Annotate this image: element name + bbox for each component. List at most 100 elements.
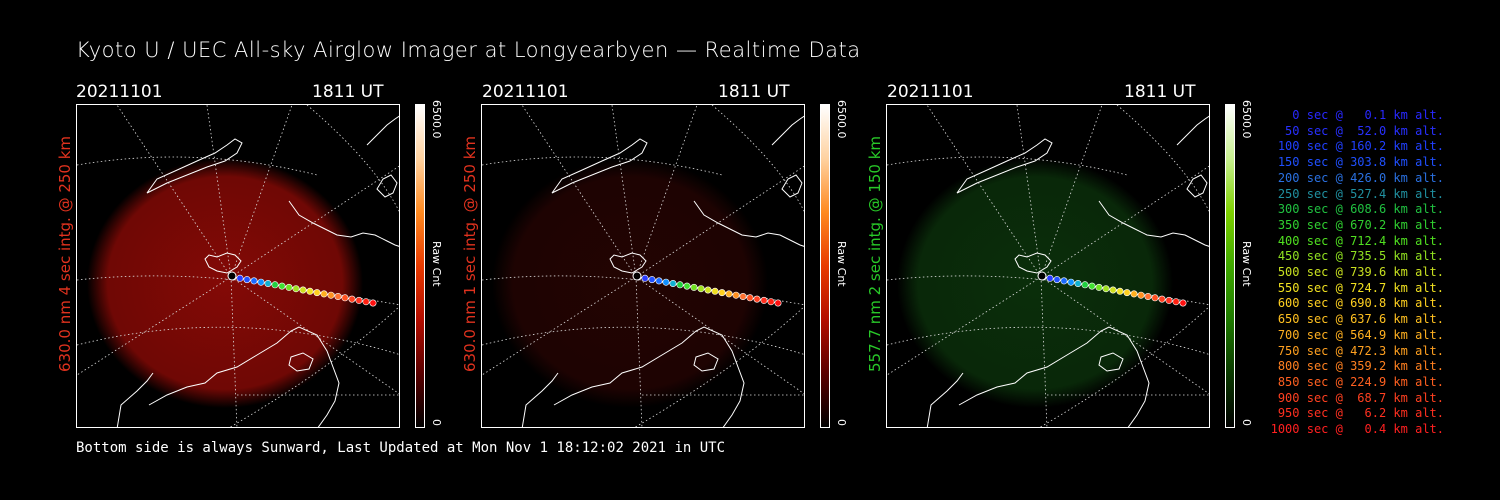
trajectory-point bbox=[1060, 277, 1068, 285]
trajectory-point bbox=[1123, 289, 1131, 297]
trajectory-point bbox=[1137, 291, 1145, 299]
trajectory-point bbox=[299, 286, 307, 294]
legend-entry: 900 sec @ 68.7 km alt. bbox=[1270, 390, 1444, 405]
trajectory-point bbox=[1158, 295, 1166, 303]
trajectory-point bbox=[1151, 294, 1159, 302]
trajectory-point bbox=[292, 285, 300, 293]
coastlines bbox=[116, 115, 399, 427]
panel-2-cbar-max: 6500.0 bbox=[835, 100, 848, 139]
trajectory-point bbox=[1095, 283, 1103, 291]
trajectory-point bbox=[683, 282, 691, 290]
trajectory-point bbox=[1130, 290, 1138, 298]
trajectory-point bbox=[1102, 285, 1110, 293]
legend-entry: 550 sec @ 724.7 km alt. bbox=[1270, 280, 1444, 295]
trajectory-point bbox=[362, 298, 370, 306]
trajectory-point bbox=[313, 289, 321, 297]
trajectory-point bbox=[1144, 293, 1152, 301]
trajectory-point bbox=[662, 278, 670, 286]
trajectory-point bbox=[1067, 278, 1075, 286]
footer-note: Bottom side is always Sunward, Last Upda… bbox=[76, 440, 726, 456]
trajectory-point bbox=[285, 283, 293, 291]
trajectory-point bbox=[711, 287, 719, 295]
trajectory-point bbox=[774, 299, 782, 307]
legend-entry: 150 sec @ 303.8 km alt. bbox=[1270, 155, 1444, 170]
airglow-image bbox=[87, 158, 363, 408]
trajectory-point bbox=[306, 287, 314, 295]
panel-1-cbar-max: 6500.0 bbox=[430, 100, 443, 139]
panel-1-cbar-min: 0 bbox=[430, 419, 443, 426]
trajectory-point bbox=[746, 294, 754, 302]
trajectory-point bbox=[250, 277, 258, 285]
panel-2-svg bbox=[482, 105, 804, 427]
panel-3-colorbar bbox=[1225, 104, 1235, 428]
trajectory-point bbox=[1081, 281, 1089, 289]
trajectory-point bbox=[697, 285, 705, 293]
trajectory-point bbox=[718, 289, 726, 297]
page-title: Kyoto U / UEC All-sky Airglow Imager at … bbox=[76, 38, 861, 62]
panel-2-colorbar bbox=[820, 104, 830, 428]
trajectory-point bbox=[271, 281, 279, 289]
panel-1-date: 20211101 bbox=[76, 82, 163, 102]
legend-entry: 650 sec @ 637.6 km alt. bbox=[1270, 312, 1444, 327]
panel-1-colorbar bbox=[415, 104, 425, 428]
legend-entry: 750 sec @ 472.3 km alt. bbox=[1270, 343, 1444, 358]
panel-1-map bbox=[76, 104, 400, 428]
legend-entry: 50 sec @ 52.0 km alt. bbox=[1270, 123, 1444, 138]
panel-2-ylabel: 630.0 nm 1 sec intg. @ 250 km bbox=[461, 135, 479, 372]
legend-entry: 1000 sec @ 0.4 km alt. bbox=[1270, 422, 1444, 437]
panel-1-cbar-label: Raw Cnt bbox=[430, 241, 443, 287]
trajectory-point bbox=[725, 290, 733, 298]
legend-entry: 450 sec @ 735.5 km alt. bbox=[1270, 249, 1444, 264]
trajectory-point bbox=[278, 282, 286, 290]
legend-entry: 500 sec @ 739.6 km alt. bbox=[1270, 265, 1444, 280]
trajectory-point bbox=[732, 291, 740, 299]
airglow-image bbox=[492, 158, 768, 408]
legend-entry: 850 sec @ 224.9 km alt. bbox=[1270, 374, 1444, 389]
legend-entry: 700 sec @ 564.9 km alt. bbox=[1270, 327, 1444, 342]
trajectory-point bbox=[1046, 274, 1054, 282]
trajectory-point bbox=[1088, 282, 1096, 290]
panel-3-svg bbox=[887, 105, 1209, 427]
trajectory-point bbox=[1116, 287, 1124, 295]
trajectory-point bbox=[334, 293, 342, 301]
legend-entry: 250 sec @ 527.4 km alt. bbox=[1270, 186, 1444, 201]
trajectory-point bbox=[669, 280, 677, 288]
trajectory-point bbox=[369, 299, 377, 307]
trajectory-point bbox=[676, 281, 684, 289]
panel-1-svg bbox=[77, 105, 399, 427]
panel-1-ylabel: 630.0 nm 4 sec intg. @ 250 km bbox=[56, 135, 74, 372]
panel-2-map bbox=[481, 104, 805, 428]
panel-2-cbar-min: 0 bbox=[835, 419, 848, 426]
legend-entry: 200 sec @ 426.0 km alt. bbox=[1270, 170, 1444, 185]
trajectory-point bbox=[690, 283, 698, 291]
trajectory-point bbox=[1074, 280, 1082, 288]
trajectory-point bbox=[320, 290, 328, 298]
trajectory-point bbox=[767, 298, 775, 306]
observer-site-icon bbox=[227, 271, 237, 281]
panel-2-time: 1811 UT bbox=[718, 82, 790, 102]
trajectory-legend: 0 sec @ 0.1 km alt. 50 sec @ 52.0 km alt… bbox=[1244, 108, 1444, 438]
coastlines bbox=[521, 115, 804, 427]
observer-site-icon bbox=[632, 271, 642, 281]
trajectory-point bbox=[341, 294, 349, 302]
observer-site-icon bbox=[1037, 271, 1047, 281]
trajectory-point bbox=[760, 296, 768, 304]
trajectory-point bbox=[655, 277, 663, 285]
trajectory-point bbox=[739, 293, 747, 301]
panel-2-date: 20211101 bbox=[482, 82, 569, 102]
trajectory-point bbox=[264, 280, 272, 288]
panel-3-date: 20211101 bbox=[887, 82, 974, 102]
trajectory-point bbox=[1179, 299, 1187, 307]
legend-entry: 800 sec @ 359.2 km alt. bbox=[1270, 359, 1444, 374]
trajectory-point bbox=[257, 278, 265, 286]
legend-entry: 400 sec @ 712.4 km alt. bbox=[1270, 233, 1444, 248]
trajectory-point bbox=[704, 286, 712, 294]
trajectory-point bbox=[1165, 296, 1173, 304]
coastlines bbox=[926, 115, 1209, 427]
legend-entry: 350 sec @ 670.2 km alt. bbox=[1270, 217, 1444, 232]
panel-2-cbar-label: Raw Cnt bbox=[835, 241, 848, 287]
panel-3-map bbox=[886, 104, 1210, 428]
trajectory-point bbox=[648, 276, 656, 284]
trajectory-point bbox=[236, 274, 244, 282]
trajectory-point bbox=[1053, 276, 1061, 284]
